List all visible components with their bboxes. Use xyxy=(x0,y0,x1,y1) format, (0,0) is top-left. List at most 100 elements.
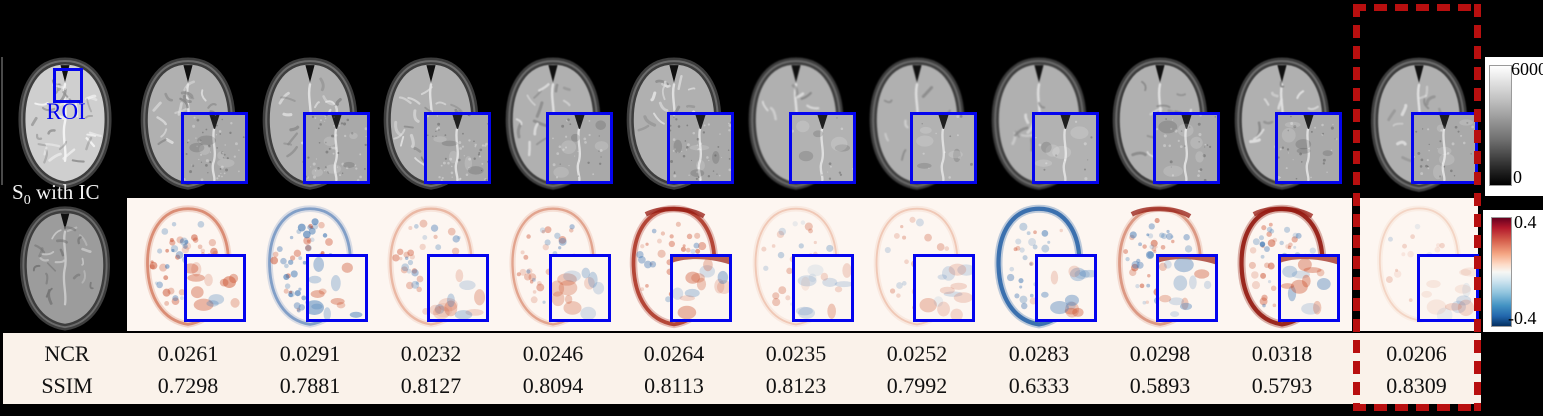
ssim-value: 0.8094 xyxy=(522,373,584,398)
error-zoom-inset xyxy=(670,254,732,322)
highlight-box-top xyxy=(1353,4,1481,11)
reconstruction-cell xyxy=(492,55,614,190)
brain-mri-image xyxy=(18,57,112,189)
reference-image-bottom xyxy=(7,204,123,332)
error-zoom-inset xyxy=(1035,254,1097,322)
ssim-value: 0.7881 xyxy=(279,373,341,398)
roi-zoom-inset xyxy=(424,112,491,184)
roi-zoom-content xyxy=(427,115,488,181)
intensity-min-label: 0 xyxy=(1513,167,1522,187)
error-map-cell xyxy=(249,198,371,331)
roi-zoom-inset xyxy=(789,112,856,184)
roi-zoom-content xyxy=(792,115,853,181)
roi-zoom-content xyxy=(670,115,731,181)
error-zoom-content xyxy=(795,257,851,319)
reconstruction-cell xyxy=(856,55,978,190)
roi-zoom-inset xyxy=(1411,112,1478,184)
error-zoom-inset xyxy=(306,254,368,322)
ssim-value: 0.6333 xyxy=(1008,373,1070,398)
error-map-cell xyxy=(370,198,492,331)
ncr-row-label: NCR xyxy=(44,341,90,366)
error-map-cell xyxy=(613,198,735,331)
error-zoom-inset xyxy=(1156,254,1218,322)
ssim-value: 0.8113 xyxy=(644,373,704,398)
error-zoom-inset xyxy=(1417,254,1479,322)
metrics-table: NCR SSIM 0.0261 0.7298 0.0291 0.7881 0.0232 0… xyxy=(3,333,1481,404)
roi-zoom-inset xyxy=(1275,112,1342,184)
roi-zoom-content xyxy=(1156,115,1217,181)
ssim-value: 0.7992 xyxy=(886,373,948,398)
error-zoom-content xyxy=(1038,257,1094,319)
ssim-value: 0.8127 xyxy=(400,373,462,398)
ncr-value: 0.0206 xyxy=(1386,341,1447,366)
reconstruction-cell xyxy=(1221,55,1343,190)
highlight-box-bottom xyxy=(1353,404,1481,411)
ssim-value: 0.5893 xyxy=(1129,373,1191,398)
reconstruction-cell xyxy=(1357,55,1481,192)
reconstruction-cell xyxy=(978,55,1100,190)
error-zoom-content xyxy=(430,257,486,319)
roi-label: ROI xyxy=(46,99,86,124)
error-map-cell xyxy=(856,198,978,331)
roi-zoom-inset xyxy=(667,112,734,184)
error-zoom-content xyxy=(309,257,365,319)
roi-box xyxy=(53,68,83,103)
reference-image-s0 xyxy=(5,55,125,190)
error-zoom-content xyxy=(1281,257,1337,319)
ncr-value: 0.0252 xyxy=(886,341,948,366)
reconstruction-cell xyxy=(249,55,371,190)
reference-caption: S0 with IC xyxy=(12,180,142,209)
ssim-value: 0.5793 xyxy=(1251,373,1313,398)
roi-zoom-inset xyxy=(910,112,977,184)
roi-zoom-content xyxy=(306,115,367,181)
error-map-cell xyxy=(1221,198,1343,331)
reconstruction-cell xyxy=(613,55,735,190)
roi-zoom-content xyxy=(1035,115,1096,181)
ncr-value: 0.0318 xyxy=(1251,341,1313,366)
caption-rest: with IC xyxy=(30,180,100,204)
error-zoom-content xyxy=(916,257,972,319)
roi-zoom-inset xyxy=(1032,112,1099,184)
brain-mri-image xyxy=(20,206,110,331)
error-zoom-content xyxy=(552,257,608,319)
ncr-value: 0.0298 xyxy=(1129,341,1191,366)
error-zoom-content xyxy=(673,257,729,319)
roi-zoom-content xyxy=(549,115,610,181)
caption-base: S xyxy=(12,180,24,204)
error-zoom-content xyxy=(1420,257,1476,319)
error-colorbar-gradient xyxy=(1491,217,1512,327)
error-max-label: 0.4 xyxy=(1514,212,1537,232)
error-zoom-inset xyxy=(1278,254,1340,322)
roi-zoom-content xyxy=(913,115,974,181)
roi-zoom-inset xyxy=(303,112,370,184)
error-map-cell xyxy=(1360,198,1479,331)
ncr-value: 0.0235 xyxy=(765,341,827,366)
reconstruction-cell xyxy=(370,55,492,190)
highlight-box-left xyxy=(1353,4,1360,411)
caption-subscript: 0 xyxy=(23,193,31,209)
error-map-cell xyxy=(492,198,614,331)
roi-zoom-content xyxy=(184,115,245,181)
roi-zoom-content xyxy=(1414,115,1475,181)
error-map-cell xyxy=(1099,198,1221,331)
ncr-value: 0.0261 xyxy=(157,341,219,366)
reconstruction-cell xyxy=(1099,55,1221,190)
roi-zoom-inset xyxy=(1153,112,1220,184)
error-map-cell xyxy=(978,198,1100,331)
error-zoom-inset xyxy=(549,254,611,322)
intensity-colorbar: 6000 0 xyxy=(1485,57,1543,196)
error-map-cell xyxy=(735,198,857,331)
reconstruction-cell xyxy=(735,55,857,190)
ncr-value: 0.0246 xyxy=(522,341,584,366)
error-map-image xyxy=(1237,204,1327,329)
reconstruction-cell xyxy=(127,55,249,190)
ncr-value: 0.0283 xyxy=(1008,341,1070,366)
roi-zoom-content xyxy=(1278,115,1339,181)
intensity-max-label: 6000 xyxy=(1511,59,1543,79)
error-map-cell xyxy=(127,198,249,331)
ncr-value: 0.0264 xyxy=(643,341,705,366)
roi-zoom-inset xyxy=(181,112,248,184)
error-zoom-inset xyxy=(184,254,246,322)
intensity-colorbar-gradient xyxy=(1489,65,1512,186)
